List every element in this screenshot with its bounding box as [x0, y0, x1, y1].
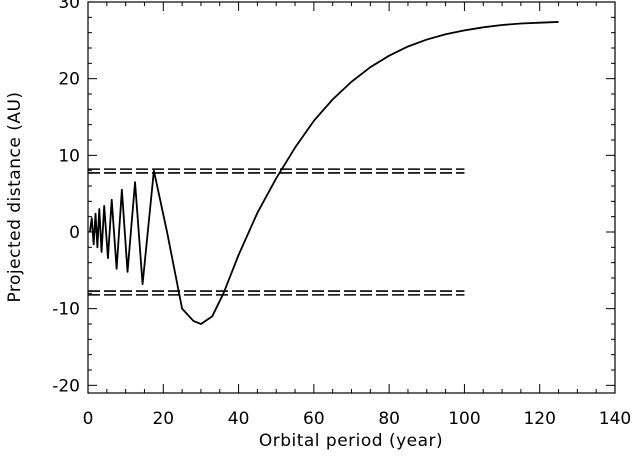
curve-layer — [88, 21, 559, 325]
y-tick-label: -20 — [52, 376, 80, 396]
x-tick-label: 60 — [303, 409, 325, 429]
y-tick-label: 20 — [58, 70, 80, 90]
y-tick-label: 30 — [58, 0, 80, 13]
plot-frame — [87, 1, 616, 394]
y-tick-label: -10 — [52, 300, 80, 320]
x-tick-label: 120 — [523, 409, 555, 429]
tick-layer: 0 20 40 60 80 100 120 140 -20 -10 0 10 20 30 — [52, 0, 631, 429]
x-tick-label: 40 — [228, 409, 250, 429]
x-tick-label: 80 — [378, 409, 400, 429]
x-tick-label: 0 — [83, 409, 94, 429]
x-axis-title: Orbital period (year) — [259, 431, 443, 451]
orbit-curve-0 — [88, 21, 559, 325]
y-tick-label: 0 — [69, 223, 80, 243]
y-tick-label: 10 — [58, 146, 80, 166]
x-tick-label: 140 — [599, 409, 631, 429]
x-tick-label: 20 — [152, 409, 174, 429]
y-axis-title: Projected distance (AU) — [5, 91, 25, 302]
x-tick-label: 100 — [448, 409, 480, 429]
